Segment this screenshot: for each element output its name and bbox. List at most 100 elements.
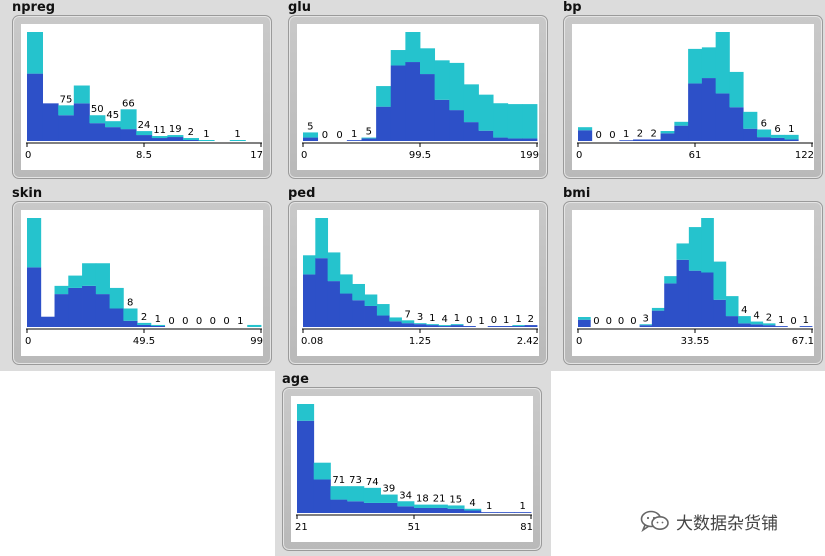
bar-lower — [89, 123, 106, 141]
bar-upper — [434, 60, 450, 100]
data-label: 73 — [349, 475, 362, 486]
x-tick-label: 17 — [250, 150, 263, 161]
data-label: 0 — [609, 130, 615, 141]
plot-area — [21, 24, 263, 170]
bar-lower — [701, 272, 714, 327]
bar-lower — [688, 83, 703, 141]
bar-upper — [27, 32, 43, 74]
panel-ped: ped 7 3 1 4 1 0 1 0 1 1 2 0.08 1.25 2.42 — [288, 186, 552, 368]
x-tick-label: 0 — [301, 150, 307, 161]
bar-upper — [361, 137, 377, 139]
bar-lower — [137, 324, 152, 327]
data-label: 4 — [741, 305, 747, 316]
data-label: 50 — [91, 104, 104, 115]
bar-lower — [390, 65, 406, 141]
data-label: 8 — [127, 297, 133, 308]
data-label: 34 — [399, 490, 412, 501]
bar-upper — [674, 121, 689, 126]
x-tick-label: 33.55 — [681, 336, 710, 347]
bar-lower — [578, 319, 591, 327]
bar-upper — [401, 320, 415, 324]
bar-upper — [688, 48, 703, 84]
bar-lower — [646, 139, 661, 141]
data-label: 1 — [155, 314, 161, 325]
bar-lower — [430, 507, 448, 513]
bar-upper — [405, 32, 421, 63]
bar-upper — [339, 274, 353, 294]
bar-lower — [151, 138, 168, 141]
bar-upper — [413, 323, 427, 325]
bar-upper — [729, 71, 744, 108]
x-tick-label: 0 — [25, 150, 31, 161]
bar-upper — [664, 276, 677, 284]
bar-lower — [315, 258, 329, 327]
data-label: 4 — [441, 314, 447, 325]
bar-lower — [799, 326, 813, 327]
bar-lower — [380, 502, 398, 513]
x-tick-label: 122 — [795, 150, 814, 161]
bar-lower — [450, 325, 464, 327]
bar-upper — [784, 134, 799, 140]
bar-upper — [449, 62, 465, 111]
data-label: 1 — [503, 315, 509, 326]
data-label: 0 — [466, 315, 472, 326]
bar-lower — [750, 324, 764, 327]
bar-upper — [438, 325, 452, 327]
data-label: 0 — [168, 316, 174, 327]
bar-upper — [507, 104, 523, 139]
bar-lower — [27, 73, 43, 141]
bar-lower — [578, 130, 593, 141]
bar-upper — [756, 129, 772, 138]
bar-lower — [434, 99, 450, 141]
bar-lower — [364, 305, 378, 327]
bar-lower — [68, 287, 83, 327]
bar-lower — [743, 128, 758, 141]
data-label: 71 — [332, 475, 345, 486]
bar-upper — [183, 138, 199, 141]
bar-lower — [414, 507, 432, 513]
bar-upper — [58, 105, 75, 116]
bar-lower — [522, 138, 538, 141]
bar-lower — [500, 326, 513, 327]
bar-lower — [327, 281, 341, 327]
data-label: 19 — [169, 124, 182, 135]
data-label: 7 — [404, 309, 410, 320]
bar-lower — [463, 326, 476, 327]
histogram-bp: 0 0 1 2 26 6 10 61 122 — [572, 24, 814, 170]
bar-upper — [762, 323, 776, 326]
data-label: 0 — [630, 316, 636, 327]
data-label: 0 — [223, 316, 229, 327]
bar-upper — [463, 84, 479, 123]
bar-lower — [438, 326, 452, 327]
bar-upper — [137, 322, 152, 325]
bar-upper — [578, 127, 593, 131]
bar-lower — [73, 103, 90, 141]
bar-lower — [420, 74, 436, 141]
panel-glu: glu 5 0 0 1 5 0 99.5 199 — [288, 0, 552, 182]
data-label: 21 — [433, 494, 446, 505]
bar-lower — [397, 506, 415, 513]
bar-lower — [82, 285, 97, 327]
bar-lower — [297, 420, 315, 513]
bar-lower — [729, 107, 744, 141]
bar-upper — [420, 48, 436, 75]
watermark-text: 大数据杂货铺 — [676, 513, 778, 534]
bar-upper — [512, 325, 526, 327]
data-label: 0 — [491, 315, 497, 326]
bar-lower — [150, 325, 166, 327]
bar-lower — [376, 106, 392, 141]
panel-title: npreg — [12, 0, 56, 15]
bar-lower — [756, 137, 772, 141]
watermark: 大数据杂货铺 — [640, 508, 778, 534]
data-label: 0 — [182, 316, 188, 327]
data-label: 5 — [366, 127, 372, 138]
data-label: 1 — [478, 316, 484, 327]
panel-title: glu — [288, 0, 312, 15]
bar-lower — [303, 274, 316, 327]
bar-upper — [651, 307, 665, 311]
data-label: 45 — [106, 110, 119, 121]
bar-upper — [68, 275, 83, 288]
bar-upper — [376, 86, 392, 107]
data-label: 4 — [753, 311, 759, 322]
bar-upper — [725, 296, 739, 317]
